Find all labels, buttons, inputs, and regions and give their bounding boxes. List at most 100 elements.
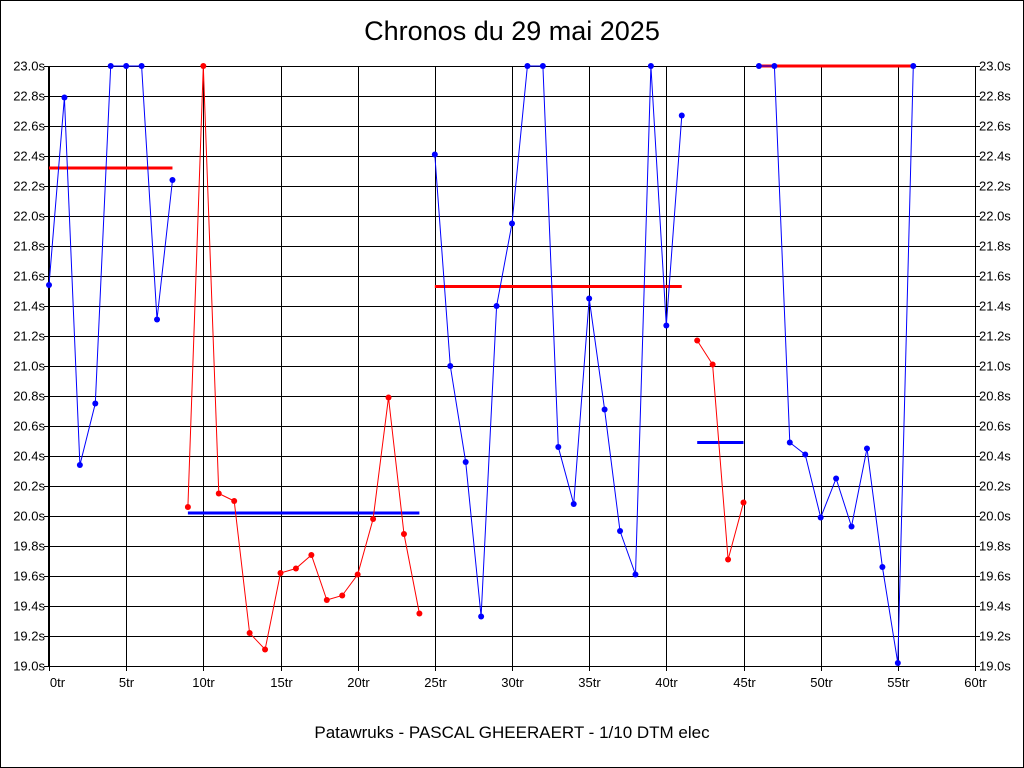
data-point <box>385 394 392 401</box>
data-point <box>262 646 269 653</box>
y-tick-label-right: 22.2s <box>979 179 1011 194</box>
x-tick-label: 50tr <box>810 675 833 690</box>
data-point <box>231 498 238 504</box>
average-lines <box>49 64 914 515</box>
data-point <box>617 528 624 534</box>
tick-marks <box>44 66 980 671</box>
data-point <box>786 439 793 446</box>
y-tick-label-right: 22.4s <box>979 149 1011 164</box>
data-point <box>92 400 99 407</box>
data-point <box>539 63 546 69</box>
series-line <box>187 65 420 651</box>
x-tick-label: 20tr <box>347 675 370 690</box>
x-tick-label: 60tr <box>964 675 987 690</box>
x-tick-label: 15tr <box>270 675 293 690</box>
data-point <box>431 151 438 158</box>
y-tick-label: 20.6s <box>13 419 45 434</box>
data-point <box>416 610 423 617</box>
x-tick-label: 40tr <box>655 675 678 690</box>
data-point <box>663 322 670 329</box>
x-tick-label: 55tr <box>887 675 910 690</box>
y-tick-label-right: 20.4s <box>979 449 1011 464</box>
data-point <box>61 94 68 101</box>
data-point <box>493 303 500 309</box>
y-tick-label: 22.8s <box>13 89 45 104</box>
y-tick-label-right: 19.0s <box>979 659 1011 674</box>
y-tick-label: 21.8s <box>13 239 45 254</box>
data-points <box>46 63 917 666</box>
x-tick-label: 0tr <box>50 675 66 690</box>
y-tick-label-right: 22.0s <box>979 209 1011 224</box>
x-tick-label: 5tr <box>119 675 135 690</box>
y-tick-label-right: 20.8s <box>979 389 1011 404</box>
data-point <box>215 490 222 497</box>
data-point <box>586 295 593 302</box>
data-point <box>678 112 685 119</box>
x-axis-labels: 0tr 5tr 10tr 15tr 20tr 25tr 30tr 35tr 40tr 45tr 50… <box>50 675 987 690</box>
data-point <box>169 177 176 183</box>
y-tick-label-right: 21.0s <box>979 359 1011 374</box>
chart-subtitle: Patawruks - PASCAL GHEERAERT - 1/10 DTM … <box>314 723 710 742</box>
y-tick-label: 20.4s <box>13 449 45 464</box>
y-tick-label: 20.8s <box>13 389 45 404</box>
y-tick-label: 21.6s <box>13 269 45 284</box>
data-point <box>76 462 83 468</box>
data-point <box>632 571 639 578</box>
data-point <box>817 514 824 521</box>
data-point <box>478 613 485 620</box>
y-tick-label: 19.8s <box>13 539 45 554</box>
y-tick-label: 22.0s <box>13 209 45 224</box>
y-tick-label: 19.6s <box>13 569 45 584</box>
series-line <box>696 340 744 560</box>
grid-lines <box>49 66 976 667</box>
data-point <box>370 516 377 522</box>
data-point <box>308 552 315 558</box>
y-tick-label-right: 20.6s <box>979 419 1011 434</box>
data-point <box>771 63 778 69</box>
data-point <box>154 316 161 323</box>
data-point <box>647 63 654 69</box>
y-tick-label-right: 21.6s <box>979 269 1011 284</box>
y-tick-label: 21.2s <box>13 329 45 344</box>
y-tick-label: 22.6s <box>13 119 45 134</box>
y-tick-label-right: 20.2s <box>979 479 1011 494</box>
x-tick-label: 25tr <box>424 675 447 690</box>
data-point <box>802 451 809 458</box>
y-tick-label-right: 19.6s <box>979 569 1011 584</box>
y-tick-label-right: 21.4s <box>979 299 1011 314</box>
y-tick-label: 19.4s <box>13 599 45 614</box>
data-point <box>555 444 562 450</box>
y-tick-label-right: 22.8s <box>979 89 1011 104</box>
data-point <box>462 459 469 465</box>
data-point <box>755 63 762 69</box>
y-tick-label: 22.2s <box>13 179 45 194</box>
data-point <box>894 660 901 666</box>
data-point <box>107 63 114 69</box>
data-point <box>601 406 608 413</box>
y-tick-label: 23.0s <box>13 59 45 74</box>
data-point <box>709 361 716 368</box>
y-tick-label: 19.0s <box>13 659 45 674</box>
data-point <box>725 556 732 563</box>
y-tick-label-right: 19.2s <box>979 629 1011 644</box>
chart-title: Chronos du 29 mai 2025 <box>364 16 660 46</box>
data-point <box>863 445 870 452</box>
data-point <box>323 597 330 603</box>
data-point <box>400 531 407 537</box>
x-tick-label: 30tr <box>501 675 524 690</box>
data-point <box>910 63 917 69</box>
data-point <box>246 630 253 636</box>
data-point <box>879 564 886 570</box>
data-point <box>848 523 855 530</box>
x-tick-label: 10tr <box>192 675 215 690</box>
y-tick-label: 21.0s <box>13 359 45 374</box>
y-tick-label: 22.4s <box>13 149 45 164</box>
y-tick-label-right: 21.8s <box>979 239 1011 254</box>
data-point <box>524 63 531 69</box>
data-point <box>354 571 361 578</box>
data-point <box>123 63 130 69</box>
y-tick-label-right: 20.0s <box>979 509 1011 524</box>
y-tick-label: 19.2s <box>13 629 45 644</box>
data-point <box>200 63 207 69</box>
x-tick-label: 45tr <box>733 675 756 690</box>
